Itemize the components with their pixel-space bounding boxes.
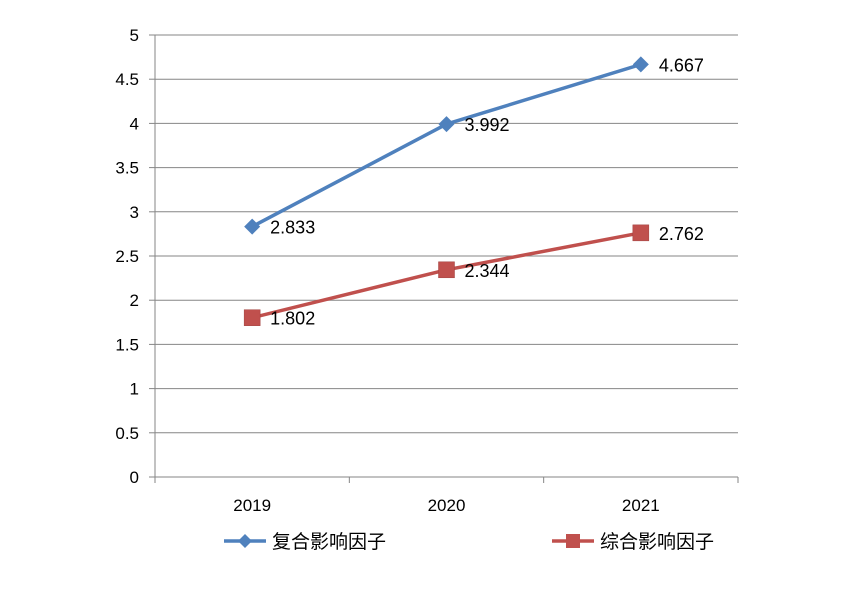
legend-square-icon <box>566 534 580 548</box>
y-tick-label: 2 <box>130 291 139 310</box>
y-tick-label: 0.5 <box>115 424 139 443</box>
legend-label-1: 复合影响因子 <box>272 531 386 553</box>
x-tick-label: 2019 <box>233 496 271 515</box>
data-point-diamond[interactable] <box>244 218 261 235</box>
series-line-1 <box>251 62 642 229</box>
data-label: 2.762 <box>659 224 704 244</box>
data-label: 2.833 <box>270 218 315 238</box>
x-tick-label: 2021 <box>622 496 660 515</box>
y-tick-label: 3 <box>130 203 139 222</box>
data-point-diamond[interactable] <box>632 56 649 73</box>
data-label: 4.667 <box>659 55 704 75</box>
y-tick-label: 0 <box>130 468 139 487</box>
data-label: 1.802 <box>270 309 315 329</box>
data-point-diamond[interactable] <box>438 116 455 133</box>
y-tick-label: 5 <box>130 26 139 45</box>
y-tick-label: 1.5 <box>115 335 139 354</box>
x-tick-label: 2020 <box>428 496 466 515</box>
data-point-square[interactable] <box>632 224 650 242</box>
data-point-square[interactable] <box>243 309 261 326</box>
legend-label-2: 综合影响因子 <box>600 531 714 553</box>
data-point-square[interactable] <box>438 261 455 279</box>
legend-diamond-icon <box>238 534 252 548</box>
y-tick-label: 1 <box>130 380 139 399</box>
y-tick-label: 2.5 <box>115 247 139 266</box>
y-tick-label: 4.5 <box>115 70 139 89</box>
data-label: 3.992 <box>465 115 510 135</box>
y-tick-label: 3.5 <box>115 159 139 178</box>
data-label: 2.344 <box>465 261 510 281</box>
y-tick-label: 4 <box>130 114 139 133</box>
